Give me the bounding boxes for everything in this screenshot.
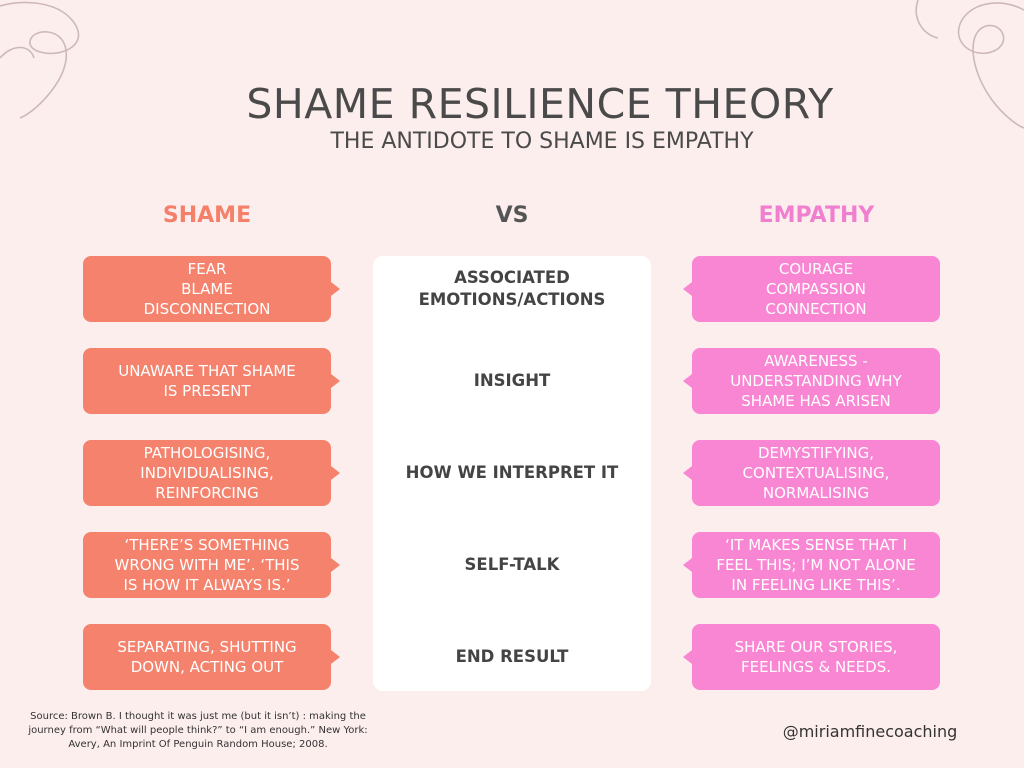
shame-bubble-text: UNAWARE THAT SHAME IS PRESENT — [118, 362, 296, 400]
source-citation: Source: Brown B. I thought it was just m… — [28, 711, 368, 750]
shame-bubble-interpret: PATHOLOGISING, INDIVIDUALISING, REINFORC… — [83, 440, 340, 506]
social-handle: @miriamfinecoaching — [782, 722, 958, 741]
row-label-interpret: HOW WE INTERPRET IT — [405, 463, 619, 482]
shame-bubble-self-talk: ‘THERE’S SOMETHING WRONG WITH ME’. ‘THIS… — [83, 532, 340, 598]
empathy-bubble-text: AWARENESS - UNDERSTANDING WHY SHAME HAS … — [730, 352, 902, 410]
vs-column-heading: VS — [495, 203, 529, 228]
shame-bubble-end-result: SEPARATING, SHUTTING DOWN, ACTING OUT — [83, 624, 340, 690]
empathy-bubble-text: SHARE OUR STORIES, FEELINGS & NEEDS. — [734, 638, 898, 676]
empathy-bubble-end-result: SHARE OUR STORIES, FEELINGS & NEEDS. — [683, 624, 940, 690]
row-label-insight: INSIGHT — [473, 371, 551, 390]
row-label-end-result: END RESULT — [455, 647, 569, 666]
empathy-bubble-text: ‘IT MAKES SENSE THAT I FEEL THIS; I’M NO… — [716, 536, 916, 594]
empathy-bubble-self-talk: ‘IT MAKES SENSE THAT I FEEL THIS; I’M NO… — [683, 532, 940, 598]
shame-bubble-text: PATHOLOGISING, INDIVIDUALISING, REINFORC… — [140, 444, 274, 502]
row-label-self-talk: SELF-TALK — [464, 555, 560, 574]
empathy-bubble-text: DEMYSTIFYING, CONTEXTUALISING, NORMALISI… — [742, 444, 890, 502]
shame-bubble-emotions: FEAR BLAME DISCONNECTION — [83, 256, 340, 322]
shame-bubble-insight: UNAWARE THAT SHAME IS PRESENT — [83, 348, 340, 414]
row-label-emotions: ASSOCIATED EMOTIONS/ACTIONS — [418, 268, 606, 309]
shame-bubble-text: FEAR BLAME DISCONNECTION — [143, 260, 271, 318]
shame-bubble-text: SEPARATING, SHUTTING DOWN, ACTING OUT — [117, 638, 297, 676]
shame-column-heading: SHAME — [162, 203, 252, 228]
empathy-bubble-emotions: COURAGE COMPASSION CONNECTION — [683, 256, 940, 322]
center-panel — [373, 256, 651, 691]
empathy-column-heading: EMPATHY — [758, 203, 875, 228]
empathy-bubble-text: COURAGE COMPASSION CONNECTION — [765, 260, 867, 318]
empathy-bubble-interpret: DEMYSTIFYING, CONTEXTUALISING, NORMALISI… — [683, 440, 940, 506]
page-title: SHAME RESILIENCE THEORY — [246, 80, 834, 128]
page-subtitle: THE ANTIDOTE TO SHAME IS EMPATHY — [330, 129, 754, 154]
empathy-bubble-insight: AWARENESS - UNDERSTANDING WHY SHAME HAS … — [683, 348, 940, 414]
shame-bubble-text: ‘THERE’S SOMETHING WRONG WITH ME’. ‘THIS… — [114, 536, 300, 594]
